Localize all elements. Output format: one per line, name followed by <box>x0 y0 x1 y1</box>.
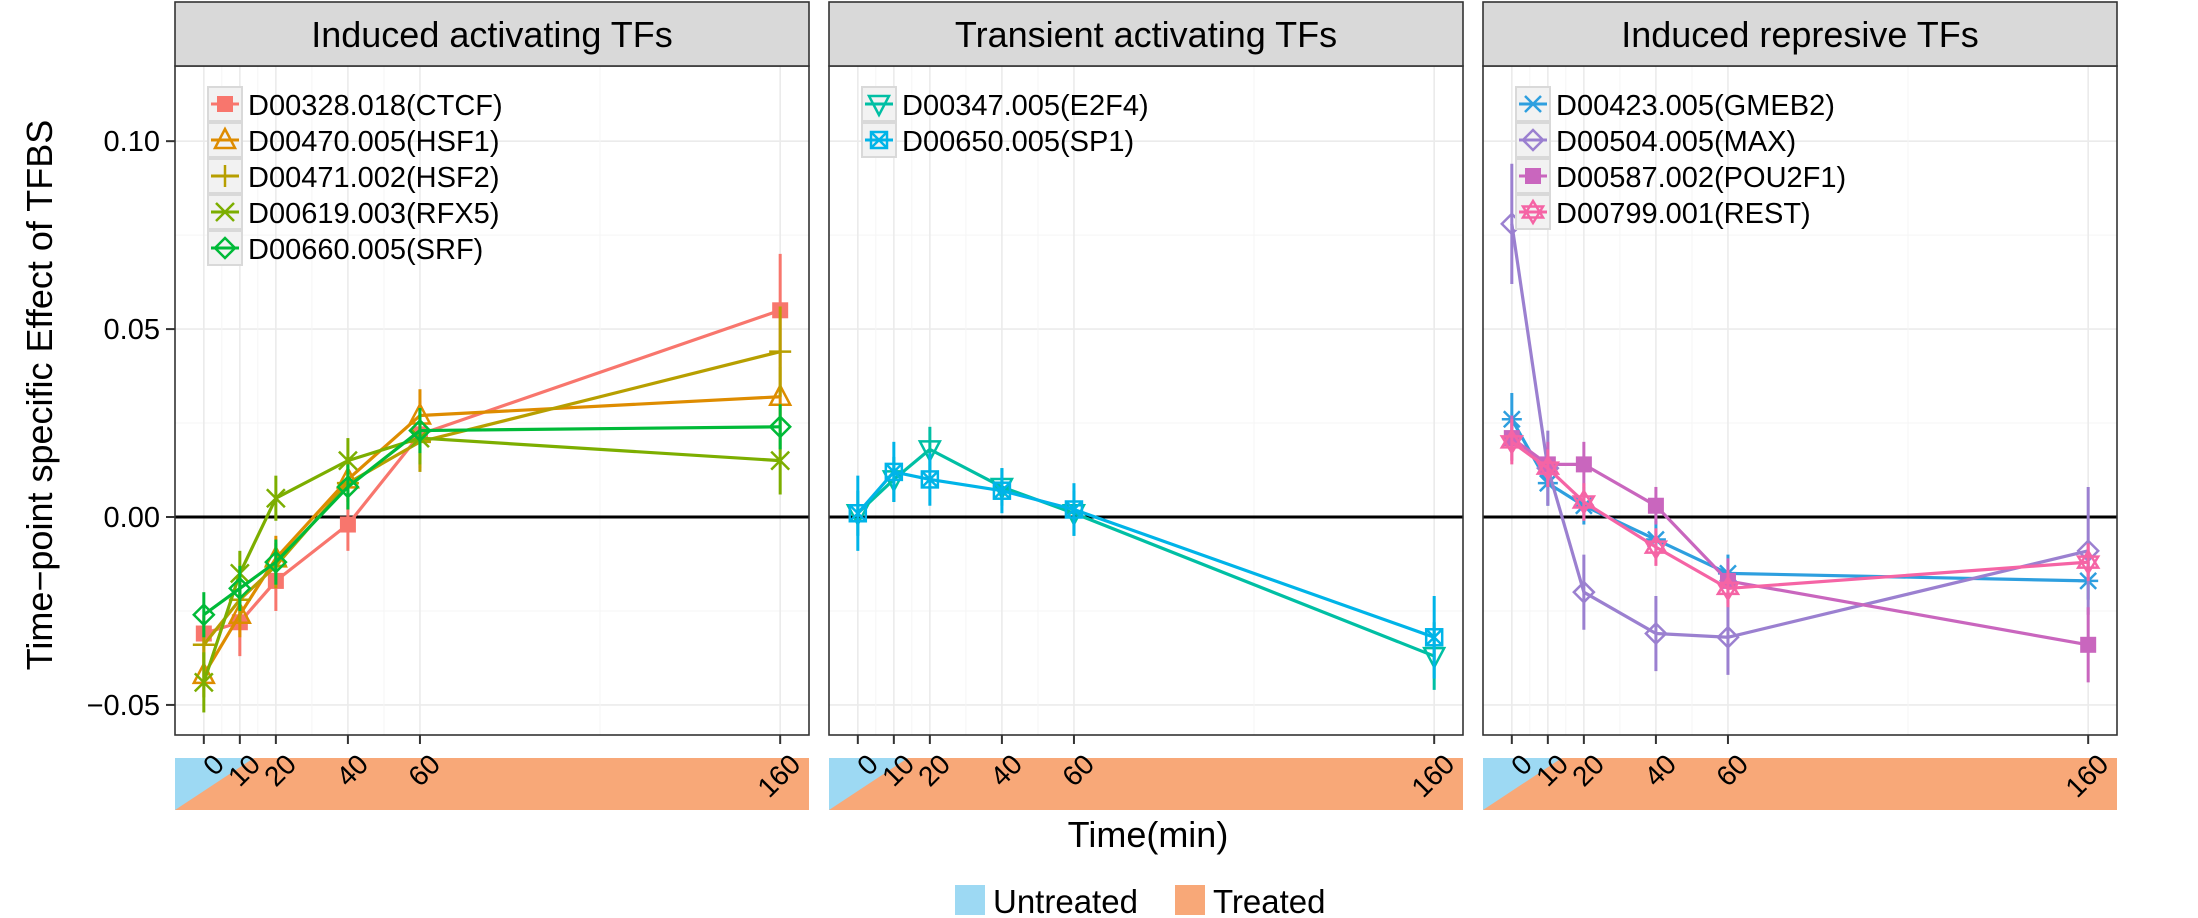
y-tick-label: 0.00 <box>104 502 160 534</box>
legend-key-marker <box>1525 168 1541 184</box>
data-point <box>848 504 868 523</box>
series-legend: D00423.005(GMEB2) D00504.005(MAX) D00587.0… <box>1515 86 1846 230</box>
data-point <box>193 672 214 693</box>
data-point <box>1716 625 1740 650</box>
x-axis-label: Time(min) <box>1068 814 1229 855</box>
legend-label: D00504.005(MAX) <box>1556 126 1796 158</box>
treated-bar <box>175 758 809 810</box>
y-tick-label: 0.10 <box>104 126 160 158</box>
y-tick-label: 0.05 <box>104 314 160 346</box>
data-point <box>1715 575 1741 602</box>
series-line <box>856 447 1435 658</box>
data-point <box>920 470 940 489</box>
data-point <box>1647 497 1664 514</box>
data-point <box>1535 454 1561 482</box>
treatment-legend-key <box>1175 885 1205 915</box>
panel-2: Transient activating TFs D00347.005(E2F4)… <box>828 1 1464 810</box>
data-point <box>336 475 360 499</box>
data-point <box>228 576 252 601</box>
legend-label: D00328.018(CTCF) <box>248 90 503 122</box>
data-point <box>1571 488 1597 516</box>
plot-background <box>1483 66 2117 735</box>
legend-key-marker <box>214 165 236 187</box>
legend-key-marker <box>213 236 237 260</box>
data-point <box>408 418 432 443</box>
series-legend: D00347.005(E2F4) D00650.005(SP1) <box>861 86 1149 158</box>
legend-label: D00471.002(HSF2) <box>248 162 499 194</box>
data-point <box>1572 580 1596 604</box>
treatment-legend-label: Untreated <box>993 883 1138 918</box>
legend-label: D00650.005(SP1) <box>902 126 1134 158</box>
series-4 <box>1499 419 2101 608</box>
legend-key-marker <box>1523 95 1543 113</box>
data-point <box>917 440 942 464</box>
data-point <box>227 601 252 624</box>
series-line <box>1510 223 2089 639</box>
panels: Induced activating TFsD00328.018(CTCF)D0… <box>174 1 2118 810</box>
untreated-wedge <box>175 758 254 810</box>
data-point <box>265 488 286 509</box>
treated-bar <box>1483 758 2117 810</box>
legend-label: D00347.005(E2F4) <box>902 90 1149 122</box>
facet-title: Induced represive TFs <box>1621 14 1979 55</box>
treatment-legend: Untreated Treated <box>955 883 1326 918</box>
data-point <box>1643 533 1669 561</box>
data-point <box>339 516 356 533</box>
series-line <box>202 395 781 676</box>
data-point <box>884 462 904 482</box>
legend-label: D00619.003(RFX5) <box>248 198 499 230</box>
treatment-legend-label: Treated <box>1213 883 1326 918</box>
legend-key-marker <box>215 202 235 222</box>
data-point <box>338 450 358 471</box>
data-point <box>1644 621 1668 646</box>
data-point <box>1064 500 1084 519</box>
panel-3: Induced represive TFsD00423.005(GMEB2)D0… <box>1482 1 2118 810</box>
legend-label: D00470.005(HSF1) <box>248 126 499 158</box>
data-point <box>2080 636 2097 653</box>
plot-background <box>829 66 1463 735</box>
facet-strip <box>1482 1 2118 67</box>
legend-key-marker <box>1521 128 1545 152</box>
facet-strip <box>174 1 810 67</box>
data-point <box>770 450 791 471</box>
untreated-wedge <box>829 758 908 810</box>
legend-label: D00423.005(GMEB2) <box>1556 90 1835 122</box>
series-legend: D00328.018(CTCF) D00470.005(HSF1) D00471.0… <box>207 86 503 266</box>
untreated-wedge <box>1483 758 1562 810</box>
legend-key-marker <box>866 94 892 118</box>
data-point <box>768 415 792 439</box>
legend-label: D00660.005(SRF) <box>248 234 483 266</box>
data-point <box>1575 456 1592 473</box>
facet-strip <box>828 1 1464 67</box>
panel-1: Induced activating TFsD00328.018(CTCF)D0… <box>174 1 810 810</box>
data-point <box>192 633 215 656</box>
treated-bar <box>829 758 1463 810</box>
facet-title: Induced activating TFs <box>311 14 673 55</box>
y-axis: −0.05 0.00 0.05 0.10 <box>87 126 175 722</box>
legend-key-marker <box>1520 198 1546 226</box>
data-point <box>2075 548 2101 576</box>
treatment-legend-key <box>955 885 985 915</box>
legend-key-marker <box>217 96 233 112</box>
data-point <box>992 481 1012 500</box>
y-axis-label: Time−point specific Effect of TFBS <box>19 120 60 671</box>
data-point <box>1499 428 1525 456</box>
series-5 <box>192 404 792 638</box>
data-point <box>769 340 792 363</box>
data-point <box>264 550 288 574</box>
series-2 <box>848 441 1444 679</box>
legend-key-marker <box>869 130 889 150</box>
y-tick-label: −0.05 <box>87 690 160 722</box>
legend-key-marker <box>212 126 238 150</box>
facet-title: Transient activating TFs <box>955 14 1337 55</box>
data-point <box>1424 628 1444 647</box>
legend-label: D00587.002(POU2F1) <box>1556 162 1846 194</box>
data-point <box>192 602 216 627</box>
legend-label: D00799.001(REST) <box>1556 198 1811 230</box>
series-3 <box>1503 415 2097 683</box>
